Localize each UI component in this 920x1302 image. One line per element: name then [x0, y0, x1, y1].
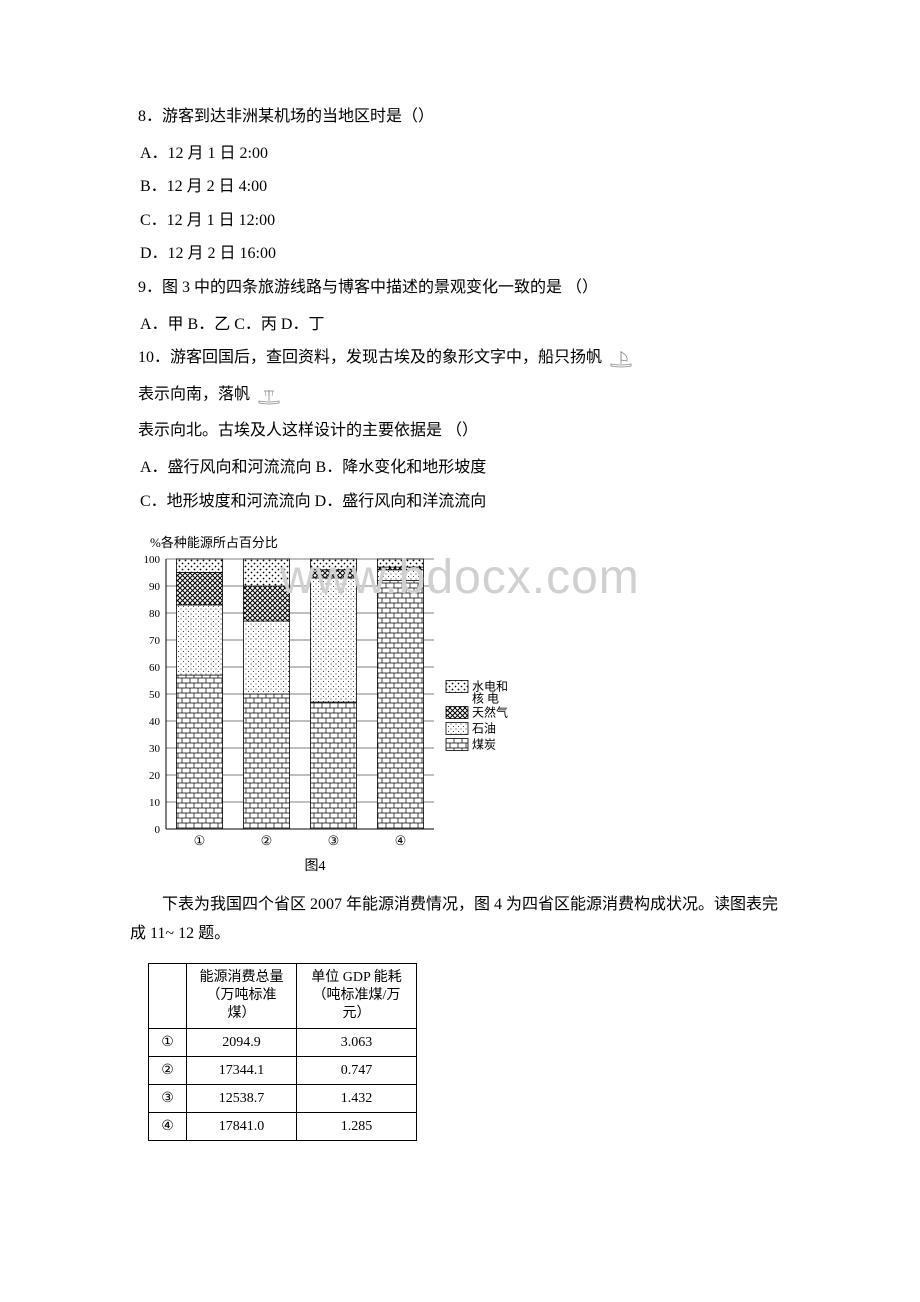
svg-text:60: 60 [149, 662, 161, 674]
table-row: ①2094.93.063 [149, 1029, 417, 1057]
table-cell: ③ [149, 1085, 187, 1113]
table-cell: ② [149, 1057, 187, 1085]
table-cell: 12538.7 [187, 1085, 297, 1113]
q10-line2-text: 表示向南，落帆 [138, 386, 250, 403]
q9-stem: 9．图 3 中的四条旅游线路与博客中描述的景观变化一致的是 （） [130, 271, 790, 305]
q8-opt-c: C．12 月 1 日 12:00 [130, 204, 790, 238]
svg-text:50: 50 [149, 689, 161, 701]
q10-opt-ab: A．盛行风向和河流流向 B．降水变化和地形坡度 [130, 451, 790, 485]
svg-text:70: 70 [149, 635, 161, 647]
sail-down-icon [256, 385, 282, 405]
chart-label-below: 图4 [160, 855, 470, 875]
table-cell: 3.063 [297, 1029, 417, 1057]
svg-text:0: 0 [155, 824, 161, 836]
energy-table: 能源消费总量（万吨标准煤） 单位 GDP 能耗（吨标准煤/万元） ①2094.9… [148, 963, 417, 1142]
svg-text:80: 80 [149, 608, 161, 620]
svg-text:②: ② [261, 833, 273, 848]
table-cell: ① [149, 1029, 187, 1057]
q10-line1: 10．游客回国后，查回资料，发现古埃及的象形文字中，船只扬帆 [130, 341, 790, 375]
chart-caption: %各种能源所占百分比 [150, 532, 790, 551]
q9-opts: A．甲 B．乙 C．丙 D．丁 [130, 308, 790, 342]
svg-text:①: ① [194, 833, 206, 848]
table-cell: 17344.1 [187, 1057, 297, 1085]
q10-line3: 表示向北。古埃及人这样设计的主要依据是 （） [130, 414, 790, 448]
svg-text:10: 10 [149, 797, 161, 809]
table-cell: 2094.9 [187, 1029, 297, 1057]
table-cell: 1.285 [297, 1113, 417, 1141]
table-header-blank [149, 963, 187, 1029]
svg-text:30: 30 [149, 743, 161, 755]
table-header-row: 能源消费总量（万吨标准煤） 单位 GDP 能耗（吨标准煤/万元） [149, 963, 417, 1029]
svg-text:煤炭: 煤炭 [472, 738, 496, 752]
passage-11-12: 下表为我国四个省区 2007 年能源消费情况，图 4 为四省区能源消费构成状况。… [130, 891, 790, 949]
table-cell: ④ [149, 1113, 187, 1141]
q10-line2: 表示向南，落帆 [130, 378, 790, 412]
table-header-1: 能源消费总量（万吨标准煤） [187, 963, 297, 1029]
table-header-2: 单位 GDP 能耗（吨标准煤/万元） [297, 963, 417, 1029]
q10-opt-cd: C．地形坡度和河流流向 D．盛行风向和洋流流向 [130, 485, 790, 519]
energy-chart: %各种能源所占百分比 www.bdocx.com 010203040506070… [130, 532, 790, 875]
svg-text:90: 90 [149, 581, 161, 593]
table-cell: 0.747 [297, 1057, 417, 1085]
q8-opt-b: B．12 月 2 日 4:00 [130, 170, 790, 204]
q8-opt-a: A．12 月 1 日 2:00 [130, 137, 790, 171]
svg-text:20: 20 [149, 770, 161, 782]
svg-text:核 电: 核 电 [472, 692, 499, 706]
q8-opt-d: D．12 月 2 日 16:00 [130, 237, 790, 271]
table-row: ③12538.71.432 [149, 1085, 417, 1113]
svg-text:③: ③ [328, 833, 340, 848]
table-cell: 17841.0 [187, 1113, 297, 1141]
q10-line1-text: 10．游客回国后，查回资料，发现古埃及的象形文字中，船只扬帆 [138, 349, 602, 366]
svg-text:100: 100 [144, 554, 161, 566]
svg-text:④: ④ [395, 833, 407, 848]
chart-svg: 0102030405060708090100①②③④水电和核 电天然气石油煤炭 [130, 553, 530, 853]
sail-up-icon [608, 348, 634, 368]
table-row: ④17841.01.285 [149, 1113, 417, 1141]
q8-stem: 8．游客到达非洲某机场的当地区时是（） [130, 100, 790, 134]
svg-text:石油: 石油 [472, 722, 496, 736]
svg-text:天然气: 天然气 [472, 705, 508, 720]
table-cell: 1.432 [297, 1085, 417, 1113]
svg-text:40: 40 [149, 716, 161, 728]
table-row: ②17344.10.747 [149, 1057, 417, 1085]
